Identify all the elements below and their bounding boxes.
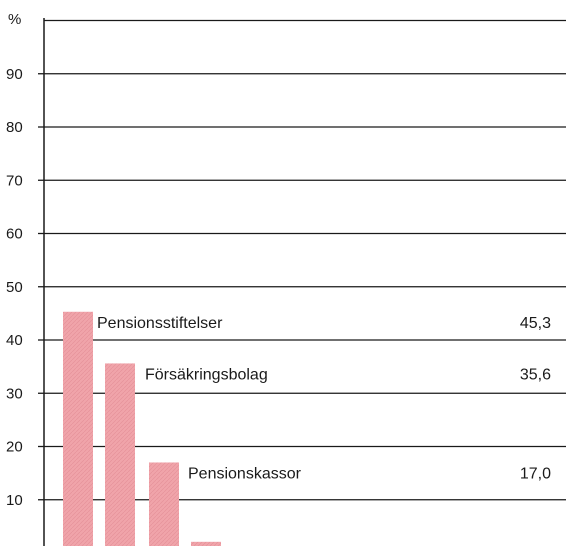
category-label: Pensionskassor <box>188 465 302 482</box>
y-axis-ticks: 10 20 30 40 50 60 70 80 90 <box>6 66 44 509</box>
bar-2 <box>105 363 135 546</box>
y-tick-label: 20 <box>6 439 23 456</box>
category-labels: Pensionsstiftelser 45,3 Försäkringsbolag 35… <box>97 315 551 546</box>
value-label: 17,0 <box>520 465 551 482</box>
value-label: 35,6 <box>520 366 551 383</box>
y-tick-label: 80 <box>6 119 23 136</box>
category-label: Försäkringsbolag <box>145 366 268 383</box>
value-label: 2,1 <box>529 545 551 546</box>
bar-1 <box>63 311 93 546</box>
y-tick-label: 70 <box>6 172 23 189</box>
value-label: 45,3 <box>520 315 551 332</box>
bars <box>63 311 221 546</box>
y-tick-label: 10 <box>6 492 23 509</box>
y-axis-unit-label: % <box>8 11 21 28</box>
category-label: Arbetspensionskassan <box>234 545 395 546</box>
y-tick-label: 30 <box>6 385 23 402</box>
bar-3 <box>149 462 179 546</box>
category-label: Pensionsstiftelser <box>97 315 223 332</box>
y-tick-label: 50 <box>6 279 23 296</box>
y-tick-label: 90 <box>6 66 23 83</box>
bar-4 <box>191 541 221 546</box>
y-tick-label: 40 <box>6 332 23 349</box>
y-tick-label: 60 <box>6 226 23 243</box>
